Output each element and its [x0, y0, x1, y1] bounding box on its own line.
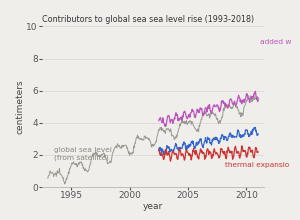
X-axis label: year: year: [143, 202, 163, 211]
Text: Contributors to global sea sea level rise (1993-2018): Contributors to global sea sea level ris…: [42, 15, 254, 24]
Text: global sea level
(from satellite): global sea level (from satellite): [54, 147, 112, 161]
Y-axis label: centimeters: centimeters: [16, 79, 25, 134]
Text: added w: added w: [260, 39, 292, 46]
Text: thermal expansio: thermal expansio: [225, 161, 290, 167]
